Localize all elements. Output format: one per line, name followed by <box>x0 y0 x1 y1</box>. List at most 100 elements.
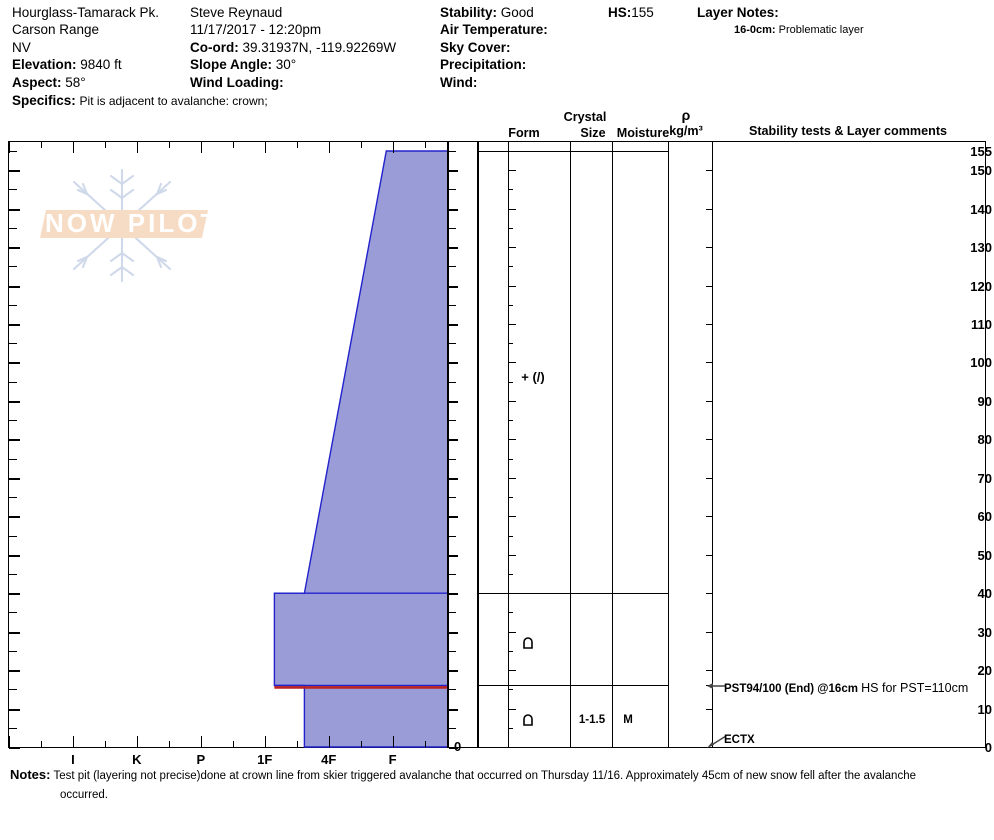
header-layer-notes-column: Layer Notes: <box>697 4 987 21</box>
table-top-rule <box>479 151 668 152</box>
graph-left-tick <box>9 670 20 673</box>
graph-top-tick <box>73 142 74 153</box>
depth-label-20: 20 <box>977 663 992 679</box>
graph-bottom-tick <box>393 736 394 747</box>
depth-label-70: 70 <box>977 470 992 486</box>
watermark-text: SNOW PILOT <box>32 208 212 238</box>
graph-top-tick <box>169 142 170 148</box>
graph-left-tick <box>9 381 17 383</box>
graph-top-tick <box>41 142 42 148</box>
table-depth-tick <box>509 670 516 672</box>
state: NV <box>12 39 31 55</box>
graph-top-tick <box>201 142 202 153</box>
hardness-profile-outline <box>273 150 447 748</box>
hardness-label-K: K <box>132 752 142 767</box>
pst-arrow-icon <box>707 683 726 689</box>
header-conditions-column: Stability: Good Air Temperature: Sky Cov… <box>440 4 605 91</box>
layer-3-grain-form-icon <box>523 714 533 726</box>
depth-tick <box>449 170 458 173</box>
depth-tick <box>449 650 456 652</box>
table-density-tick <box>706 362 713 364</box>
stability-label: Stability: <box>440 5 498 20</box>
depth-tick <box>449 381 456 383</box>
aspect-row: Aspect: 58° <box>12 74 192 91</box>
table-density-tick <box>706 554 713 556</box>
table-layer-rule <box>479 593 668 595</box>
depth-label-0: 0 <box>984 740 992 755</box>
depth-tick <box>449 324 458 327</box>
graph-left-tick <box>9 631 20 634</box>
table-depth-tick <box>509 573 513 575</box>
hardness-label-4F: 4F <box>321 752 337 767</box>
graph-left-tick <box>9 650 17 652</box>
elevation-row: Elevation: 9840 ft <box>12 56 192 73</box>
table-density-tick <box>706 247 713 249</box>
layer-table-box <box>478 141 986 748</box>
table-depth-tick <box>509 362 516 364</box>
table-depth-tick <box>509 631 516 633</box>
graph-top-tick <box>9 142 10 153</box>
table-depth-tick <box>509 420 513 422</box>
depth-tick <box>449 362 458 365</box>
depth-tick <box>449 708 458 711</box>
stability-column-tick <box>706 593 713 595</box>
notes-line2: occurred. <box>60 789 108 801</box>
header-location-column: Hourglass-Tamarack Pk. Carson Range NV E… <box>12 4 192 91</box>
stability-test-pst: PST94/100 (End) @16cm HS for PST=110cm <box>724 681 968 695</box>
table-density-tick <box>706 439 713 441</box>
column-header-stability-tests: Stability tests & Layer comments <box>748 124 948 138</box>
depth-tick <box>449 554 458 557</box>
depth-tick <box>449 420 456 422</box>
graph-bottom-tick <box>73 736 74 747</box>
depth-label-10: 10 <box>977 701 992 717</box>
graph-left-tick <box>9 747 20 749</box>
specifics-label: Specifics: <box>12 93 76 108</box>
depth-label-100: 100 <box>970 355 992 371</box>
graph-left-tick <box>9 689 17 691</box>
table-depth-tick <box>509 535 513 537</box>
precipitation-label: Precipitation: <box>440 57 527 73</box>
header-hs-column: HS:155 <box>608 4 698 21</box>
hardness-label-F: F <box>388 752 397 767</box>
table-density-tick <box>706 285 713 287</box>
graph-left-tick <box>9 343 17 345</box>
coordinates-row: Co-ord: 39.31937N, -119.92269W <box>190 39 440 56</box>
graph-bottom-tick <box>297 741 298 747</box>
stability-test-pst-detail: HS for PST=110cm <box>861 681 969 695</box>
wind-label: Wind: <box>440 74 478 90</box>
graph-left-tick <box>9 266 17 268</box>
graph-bottom-tick <box>137 736 138 747</box>
depth-tick <box>449 747 458 749</box>
table-density-tick <box>706 670 713 672</box>
table-column-rule <box>508 141 509 748</box>
hardness-label-P: P <box>196 752 206 767</box>
elevation-label: Elevation: <box>12 57 77 73</box>
depth-label-40: 40 <box>977 586 992 602</box>
table-depth-tick <box>509 208 516 210</box>
graph-top-tick <box>233 142 234 148</box>
header-observer-column: Steve Reynaud 11/17/2017 - 12:20pm Co-or… <box>190 4 440 91</box>
depth-label-150: 150 <box>970 163 992 179</box>
mountain-range: Carson Range <box>12 22 100 38</box>
depth-tick <box>449 727 456 729</box>
table-density-tick <box>706 170 713 172</box>
graph-left-tick <box>9 477 20 480</box>
sky-cover-label: Sky Cover: <box>440 39 511 55</box>
graph-left-tick <box>9 497 17 499</box>
graph-left-tick <box>9 362 20 365</box>
depth-tick <box>449 343 456 345</box>
air-temperature-row: Air Temperature: <box>440 21 605 38</box>
table-density-tick <box>706 516 713 518</box>
graph-top-tick <box>361 142 362 148</box>
table-depth-tick <box>509 247 516 249</box>
depth-label-80: 80 <box>977 432 992 448</box>
slope-angle-row: Slope Angle: 30° <box>190 56 440 73</box>
depth-tick <box>449 151 456 152</box>
observer-name: Steve Reynaud <box>190 5 283 20</box>
depth-tick <box>449 631 458 634</box>
table-depth-tick <box>509 285 516 287</box>
stability-value: Good <box>500 5 534 20</box>
specifics-value: Pit is adjacent to avalanche: crown; <box>79 94 268 108</box>
table-depth-tick <box>509 227 513 229</box>
graph-left-tick <box>9 208 20 211</box>
